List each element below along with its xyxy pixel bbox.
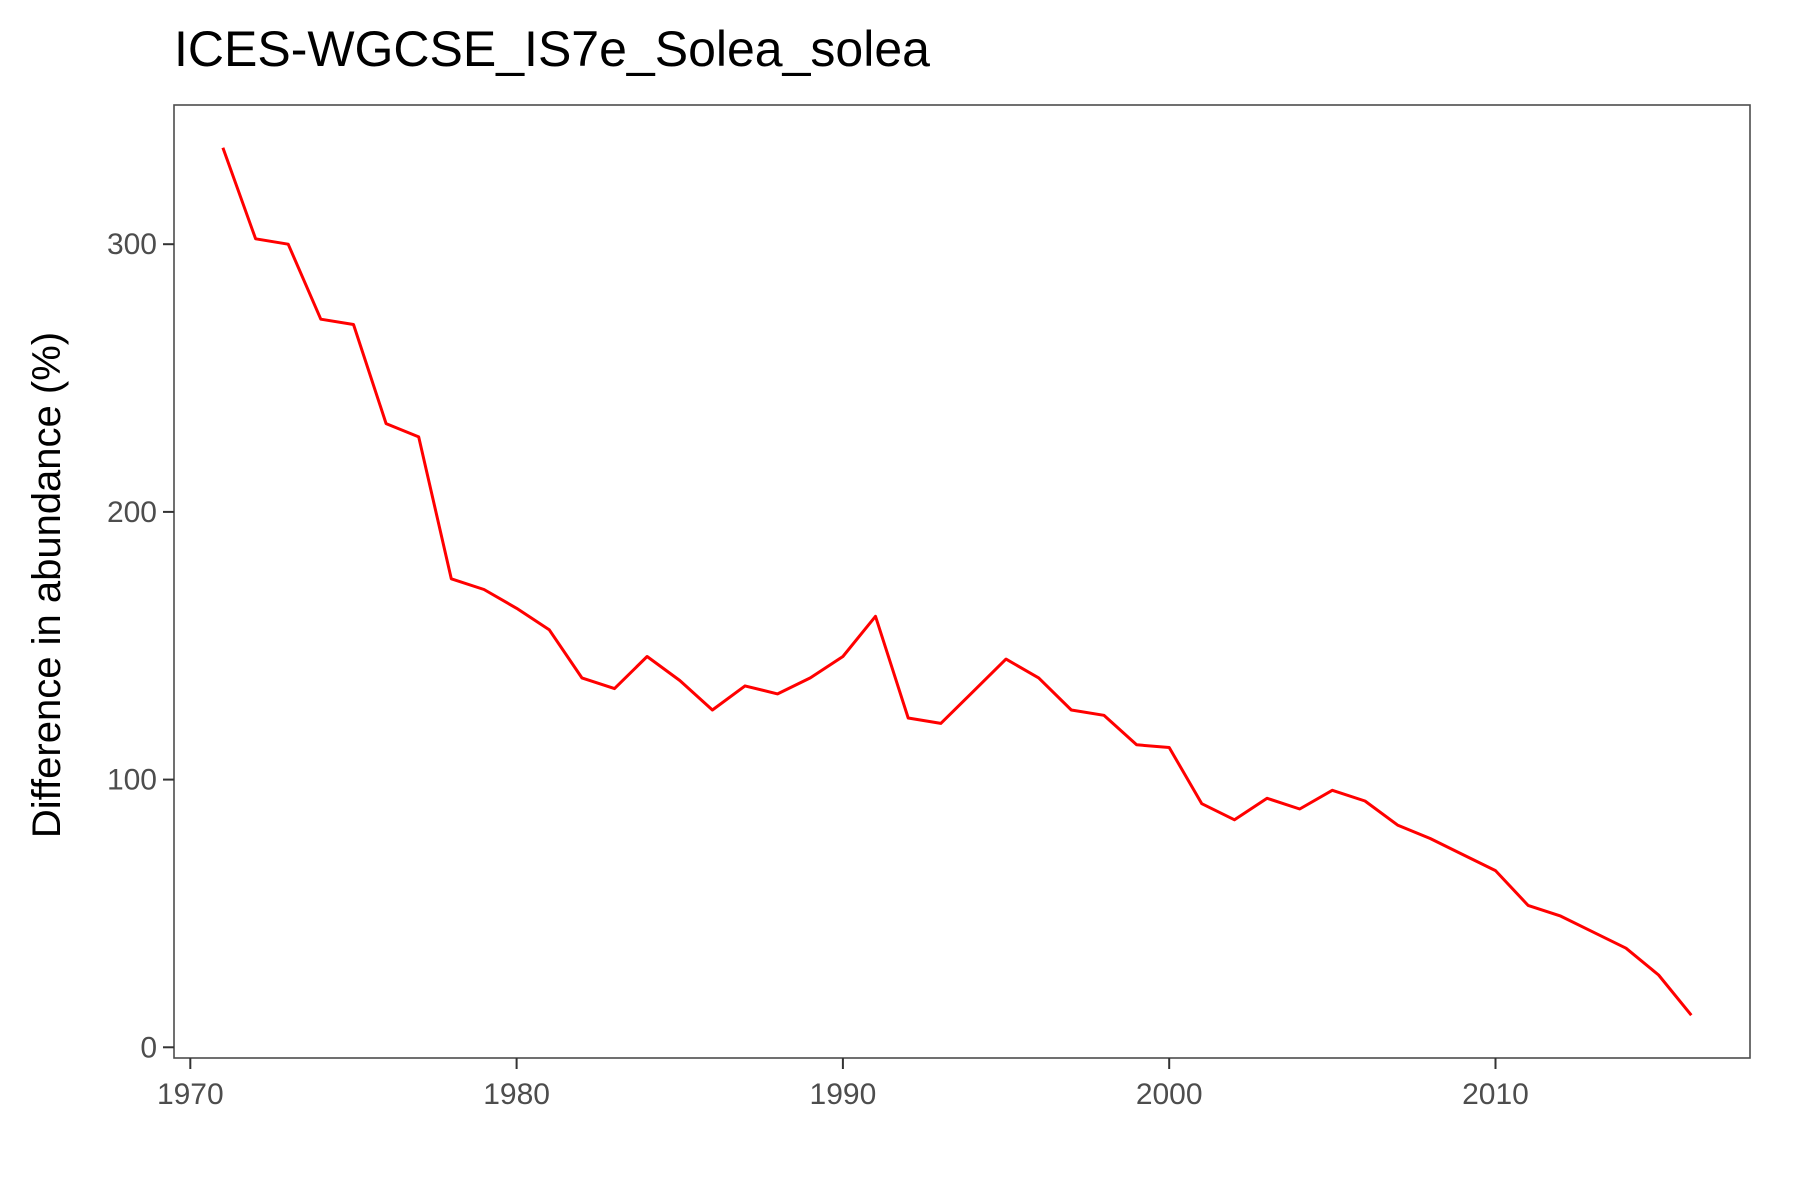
y-tick-label: 200 — [107, 496, 157, 529]
y-tick-label: 300 — [107, 228, 157, 261]
y-axis-title: Difference in abundance (%) — [25, 332, 69, 838]
x-tick-label: 1980 — [483, 1078, 550, 1111]
series-layer — [221, 147, 1693, 1017]
y-tick-label: 0 — [140, 1031, 157, 1064]
x-tick-label: 1970 — [157, 1078, 224, 1111]
series-line — [221, 147, 1693, 1017]
x-axis: 1970 1980 1990 2000 2010 — [157, 1058, 1529, 1111]
y-tick-label: 100 — [107, 764, 157, 797]
x-tick-label: 1990 — [810, 1078, 877, 1111]
x-tick-label: 2000 — [1136, 1078, 1203, 1111]
y-axis: 0 100 200 300 — [107, 228, 174, 1064]
chart-title: ICES-WGCSE_IS7e_Solea_solea — [174, 21, 930, 77]
x-tick-label: 2010 — [1462, 1078, 1529, 1111]
plot-panel — [173, 104, 1751, 1059]
